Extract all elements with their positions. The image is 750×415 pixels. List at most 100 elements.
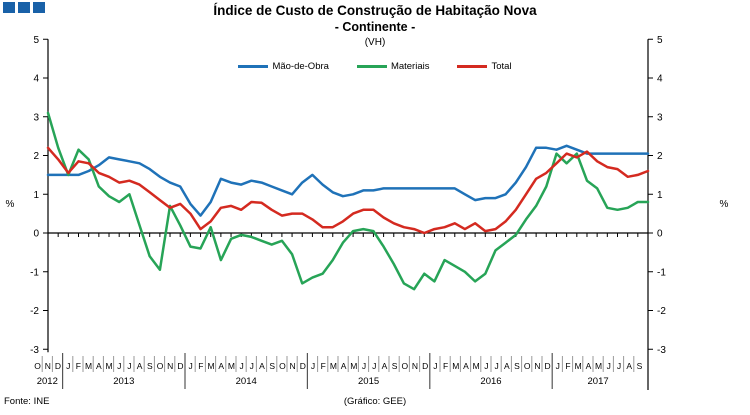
x-month-label: S [392, 361, 398, 371]
y-tick-label-left: 1 [33, 190, 39, 201]
legend-line-swatch-green [356, 65, 387, 68]
y-tick-label-right: 1 [657, 190, 663, 201]
x-month-label: J [127, 361, 131, 371]
logo-squares [3, 2, 45, 13]
x-month-label: J [362, 361, 366, 371]
y-tick-label-left: -3 [30, 345, 39, 356]
x-month-label: M [575, 361, 582, 371]
x-month-label: J [617, 361, 621, 371]
x-month-label: J [250, 361, 254, 371]
y-tick-label-left: 2 [33, 151, 39, 162]
x-month-label: N [534, 361, 540, 371]
x-month-label: M [473, 361, 480, 371]
x-month-label: F [443, 361, 448, 371]
logo-square [18, 2, 30, 13]
x-month-label: M [228, 361, 235, 371]
legend-item-materiais: Materiais [356, 61, 429, 72]
x-month-label: J [372, 361, 376, 371]
x-month-label: M [105, 361, 112, 371]
x-month-label: M [85, 361, 92, 371]
x-year-label: 2013 [113, 376, 134, 387]
x-month-label: J [311, 361, 315, 371]
x-month-label: M [595, 361, 602, 371]
x-month-label: S [269, 361, 275, 371]
series-line-total [46, 146, 650, 235]
legend-line-swatch-blue [238, 65, 269, 68]
x-month-label: M [350, 361, 357, 371]
x-month-label: O [524, 361, 531, 371]
legend-label: Mão-de-Obra [272, 61, 329, 72]
x-month-label: F [198, 361, 203, 371]
title-block: Índice de Custo de Construção de Habitaç… [0, 3, 750, 49]
x-month-label: N [45, 361, 51, 371]
y-tick-label-right: -2 [657, 306, 666, 317]
legend-line-swatch-red [457, 65, 488, 68]
x-month-label: J [66, 361, 70, 371]
x-month-label: J [239, 361, 243, 371]
x-month-label: S [637, 361, 643, 371]
y-tick-label-right: 4 [657, 74, 663, 85]
chart-title: Índice de Custo de Construção de Habitaç… [213, 3, 537, 18]
x-month-label: M [330, 361, 337, 371]
x-month-label: A [218, 361, 224, 371]
x-month-label: A [259, 361, 265, 371]
legend-label: Total [491, 61, 512, 72]
x-month-label: N [412, 361, 418, 371]
x-month-label: D [545, 361, 551, 371]
x-month-label: A [137, 361, 143, 371]
series-line-materiais [46, 111, 650, 291]
x-month-label: O [157, 361, 164, 371]
x-month-label: D [55, 361, 61, 371]
x-month-label: S [514, 361, 520, 371]
x-month-label: J [433, 361, 437, 371]
x-month-label: J [188, 361, 192, 371]
logo-square [3, 2, 15, 13]
x-month-label: A [463, 361, 469, 371]
x-month-label: A [96, 361, 102, 371]
y-axis-unit-left: % [6, 199, 15, 210]
x-month-label: N [167, 361, 173, 371]
x-year-label: 2014 [236, 376, 257, 387]
x-month-label: F [76, 361, 81, 371]
legend-item-mao-de-obra: Mão-de-Obra [238, 61, 329, 72]
y-tick-label-right: 2 [657, 151, 663, 162]
x-month-label: F [565, 361, 570, 371]
x-month-label: D [300, 361, 306, 371]
y-tick-label-left: -2 [30, 306, 39, 317]
y-tick-label-right: 0 [657, 229, 663, 240]
y-tick-label-right: -1 [657, 267, 666, 278]
x-year-label: 2016 [480, 376, 501, 387]
x-month-label: O [34, 361, 41, 371]
x-month-label: M [207, 361, 214, 371]
y-axis-unit-right: % [720, 199, 729, 210]
x-month-label: O [279, 361, 286, 371]
chart-subtitle-region: - Continente - [334, 19, 416, 34]
x-month-label: A [504, 361, 510, 371]
x-month-label: A [586, 361, 592, 371]
y-tick-label-right: 5 [657, 35, 663, 46]
x-year-label: 2012 [37, 376, 58, 387]
x-month-label: J [556, 361, 560, 371]
y-tick-label-right: 3 [657, 112, 663, 123]
x-year-label: 2015 [358, 376, 379, 387]
logo-square [33, 2, 45, 13]
x-month-label: A [382, 361, 388, 371]
y-tick-label-left: 4 [33, 74, 39, 85]
x-month-label: M [452, 361, 459, 371]
y-tick-label-right: -3 [657, 345, 666, 356]
y-tick-label-left: -1 [30, 267, 39, 278]
y-tick-label-left: 0 [33, 229, 39, 240]
chart-subtitle-measure: (VH) [364, 36, 386, 48]
x-month-label: D [177, 361, 183, 371]
credit-note: (Gráfico: GEE) [343, 396, 407, 407]
x-month-label: J [484, 361, 488, 371]
x-month-label: J [607, 361, 611, 371]
x-month-label: A [341, 361, 347, 371]
x-month-label: D [422, 361, 428, 371]
source-note: Fonte: INE [4, 396, 50, 407]
x-month-label: A [626, 361, 632, 371]
legend-item-total: Total [457, 61, 512, 72]
x-month-label: J [494, 361, 498, 371]
series-line-m-o-de-obra [46, 144, 650, 217]
